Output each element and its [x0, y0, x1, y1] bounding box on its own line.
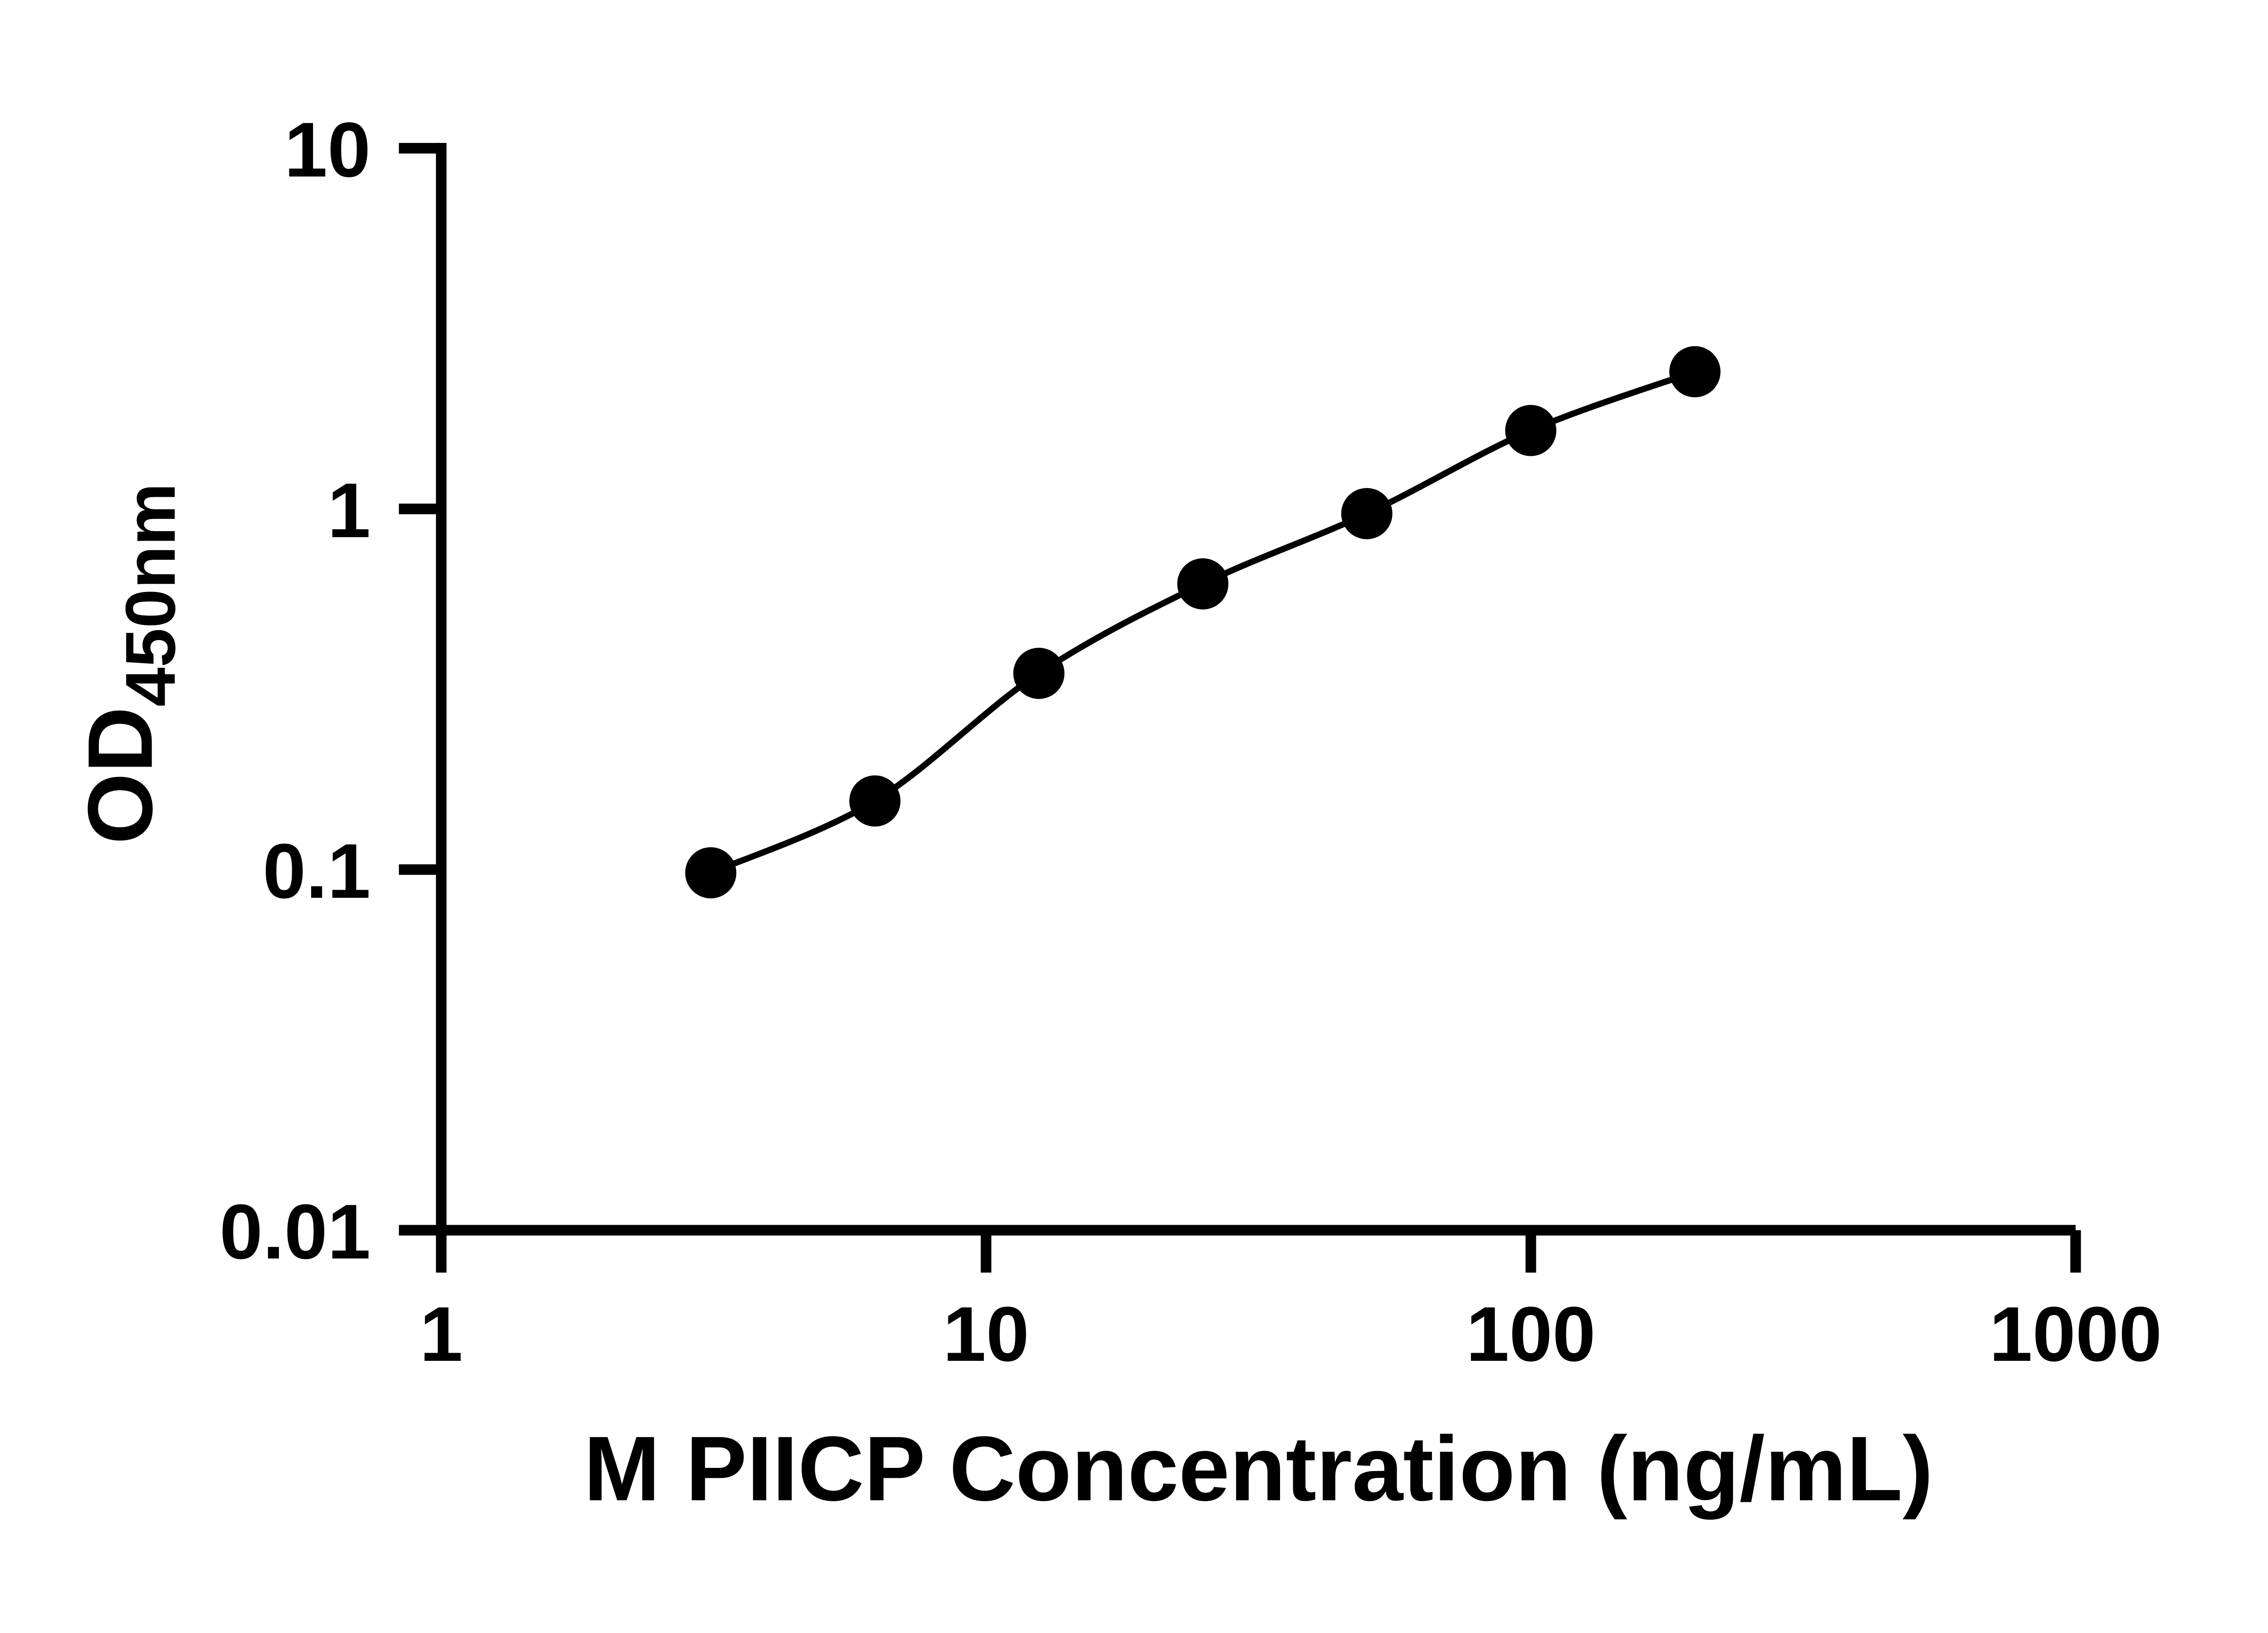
- data-point-marker: [1341, 488, 1393, 539]
- y-tick-label: 0.01: [220, 1188, 371, 1275]
- y-axis-title: OD450nm: [69, 483, 190, 845]
- x-tick-label: 10: [943, 1291, 1029, 1378]
- y-axis-title-subscript: 450nm: [111, 483, 190, 707]
- elisa-standard-curve-figure: 10 1 0.1 0.01 1 10 100 1000 M PIICP Concentrati…: [68, 107, 2162, 1520]
- data-point-marker: [1177, 558, 1229, 610]
- x-tick-label: 100: [1466, 1291, 1596, 1378]
- x-tick-label: 1: [420, 1291, 463, 1378]
- data-point-marker: [685, 847, 737, 899]
- x-axis-title: M PIICP Concentration (ng/mL): [584, 1417, 1933, 1520]
- data-point-marker: [849, 775, 901, 827]
- data-point-marker: [1669, 346, 1721, 397]
- ticks-layer: 10 1 0.1 0.01 1 10 100 1000: [220, 107, 2162, 1378]
- series-layer: [685, 346, 1721, 899]
- data-point-marker: [1013, 648, 1065, 699]
- y-axis-title-main: OD: [69, 707, 171, 845]
- y-tick-label: 0.1: [263, 828, 371, 914]
- x-tick-label: 1000: [1989, 1291, 2162, 1378]
- axes-layer: [436, 143, 2076, 1236]
- y-tick-label: 1: [327, 467, 371, 554]
- data-point-marker: [1505, 405, 1557, 456]
- chart-canvas: 10 1 0.1 0.01 1 10 100 1000 M PIICP Concentrati…: [69, 107, 2162, 1520]
- y-tick-label: 10: [284, 107, 371, 193]
